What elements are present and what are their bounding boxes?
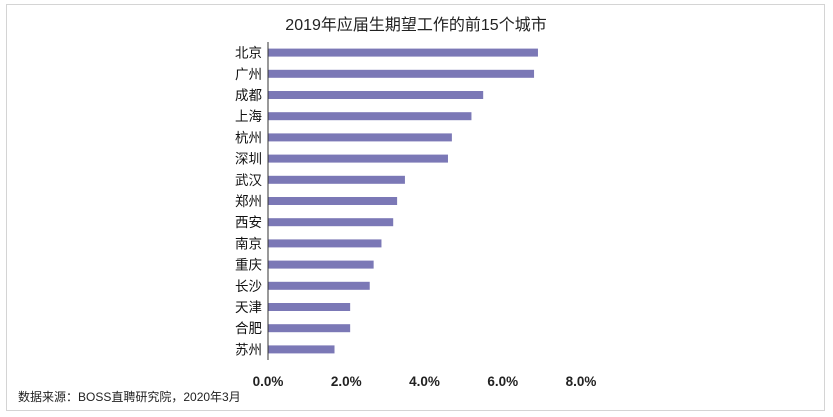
- bar: [268, 69, 535, 78]
- bar: [268, 303, 351, 311]
- chart-title: 2019年应届生期望工作的前15个城市: [285, 15, 546, 34]
- category-label: 上海: [235, 109, 262, 124]
- x-tick-labels: 0.0% 2.0% 4.0% 6.0% 8.0%: [253, 374, 597, 389]
- bar: [268, 175, 405, 184]
- category-label: 长沙: [235, 279, 262, 294]
- x-tick-label: 8.0%: [566, 374, 597, 389]
- category-label: 天津: [235, 300, 262, 315]
- bar: [268, 324, 351, 333]
- bar: [268, 239, 382, 248]
- bar: [268, 260, 374, 269]
- bar: [268, 133, 452, 142]
- category-label: 南京: [235, 236, 262, 251]
- bar: [268, 154, 448, 163]
- category-label: 武汉: [235, 173, 262, 188]
- category-label: 广州: [235, 67, 262, 82]
- category-label: 成都: [235, 88, 262, 103]
- category-label: 杭州: [235, 130, 262, 145]
- category-label: 郑州: [235, 194, 262, 209]
- category-label: 西安: [235, 215, 262, 230]
- category-label: 苏州: [235, 342, 262, 357]
- bars-group: [268, 48, 538, 354]
- bar: [268, 112, 472, 121]
- category-label: 重庆: [235, 258, 262, 273]
- category-label: 合肥: [235, 321, 262, 336]
- category-label: 深圳: [235, 152, 262, 167]
- x-tick-label: 0.0%: [253, 374, 284, 389]
- bar: [268, 345, 335, 354]
- x-tick-label: 2.0%: [331, 374, 362, 389]
- x-tick-label: 6.0%: [487, 374, 518, 389]
- bar: [268, 218, 394, 227]
- bar: [268, 48, 538, 57]
- x-tick-label: 4.0%: [409, 374, 440, 389]
- source-note: 数据来源：BOSS直聘研究院，2020年3月: [18, 389, 241, 404]
- bar: [268, 197, 398, 205]
- bar: [268, 281, 370, 290]
- bar: [268, 91, 484, 99]
- category-label: 北京: [235, 46, 262, 61]
